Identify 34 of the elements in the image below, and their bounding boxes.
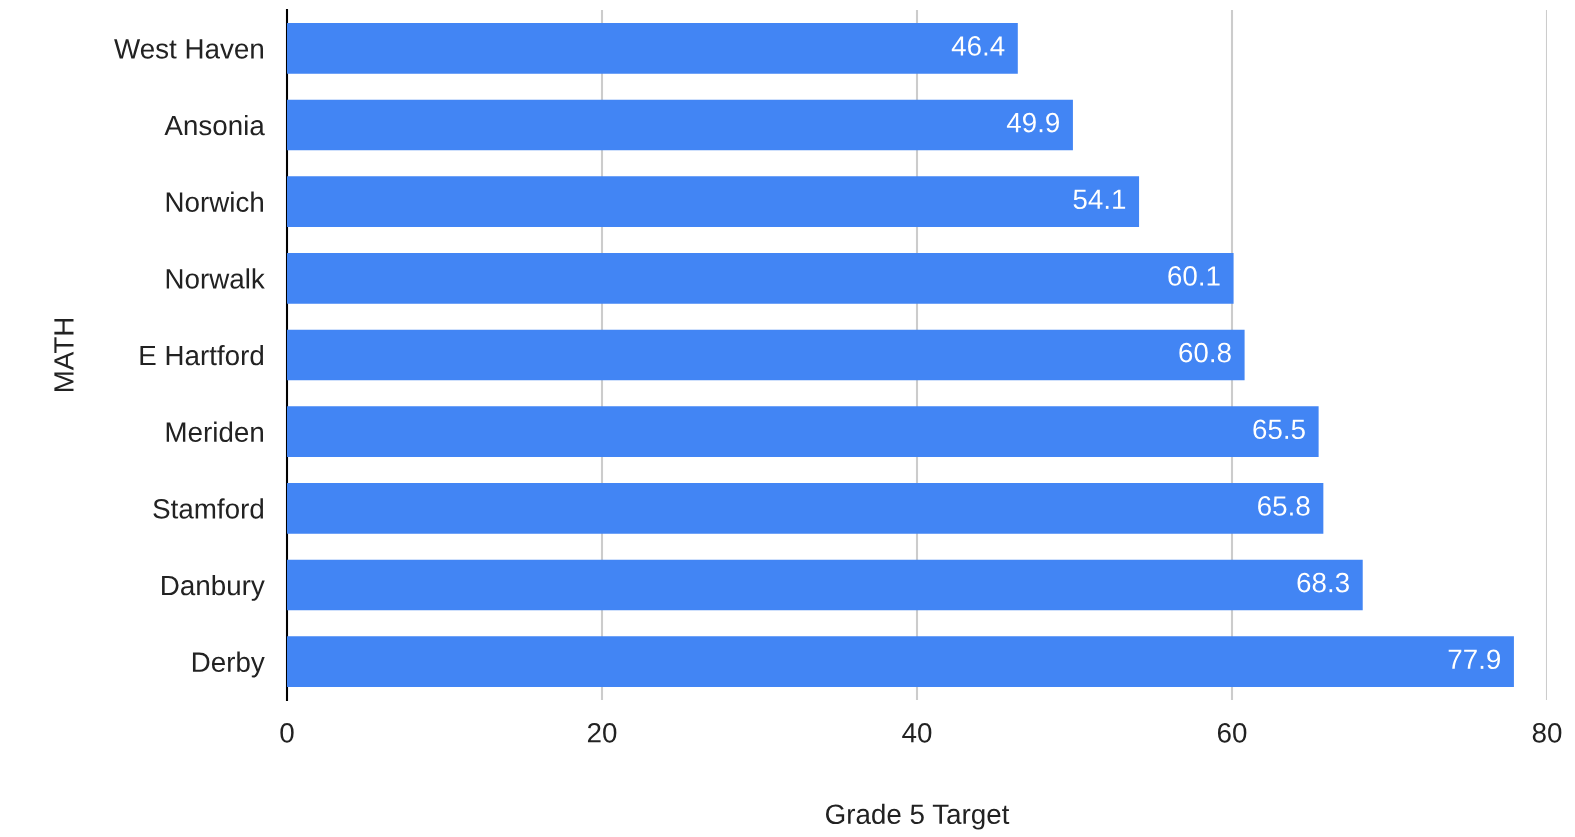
y-tick-label: Danbury [162,574,265,601]
data-label: 60.1 [1168,266,1220,286]
y-tick-label: Norwich [166,191,263,213]
y-tick-label: West Haven [114,39,263,59]
bar [287,23,1018,74]
data-label: 65.5 [1253,419,1305,440]
y-tick-label: Ansonia [164,114,265,136]
bar [287,636,1514,687]
data-label: 65.8 [1258,496,1310,516]
data-label: 68.3 [1297,572,1349,593]
bar [287,483,1324,534]
x-tick-label: 20 [587,722,617,743]
y-tick-label: E Hartford [140,344,263,366]
bar [287,406,1319,457]
bar [287,559,1363,611]
y-tick-label: Stamford [153,498,263,519]
x-axis-title: Grade 5 Target [826,803,1010,830]
x-tick-label: 0 [280,722,294,743]
y-tick-label: Derby [192,651,265,678]
data-label: 49.9 [1006,112,1060,133]
bar [287,253,1234,304]
bar [287,176,1140,227]
bar [287,329,1245,381]
data-label: 54.1 [1073,189,1126,210]
bar [287,99,1073,151]
data-label: 60.8 [1179,342,1231,363]
y-tick-label: Norwalk [166,268,265,289]
data-label: 77.9 [1448,649,1501,670]
y-axis-title: MATH [54,318,74,392]
x-tick-label: 80 [1532,722,1562,743]
data-label: 46.4 [951,36,1005,56]
y-tick-label: Meriden [166,421,263,443]
x-tick-label: 60 [1217,722,1247,743]
x-tick-label: 40 [902,722,932,743]
